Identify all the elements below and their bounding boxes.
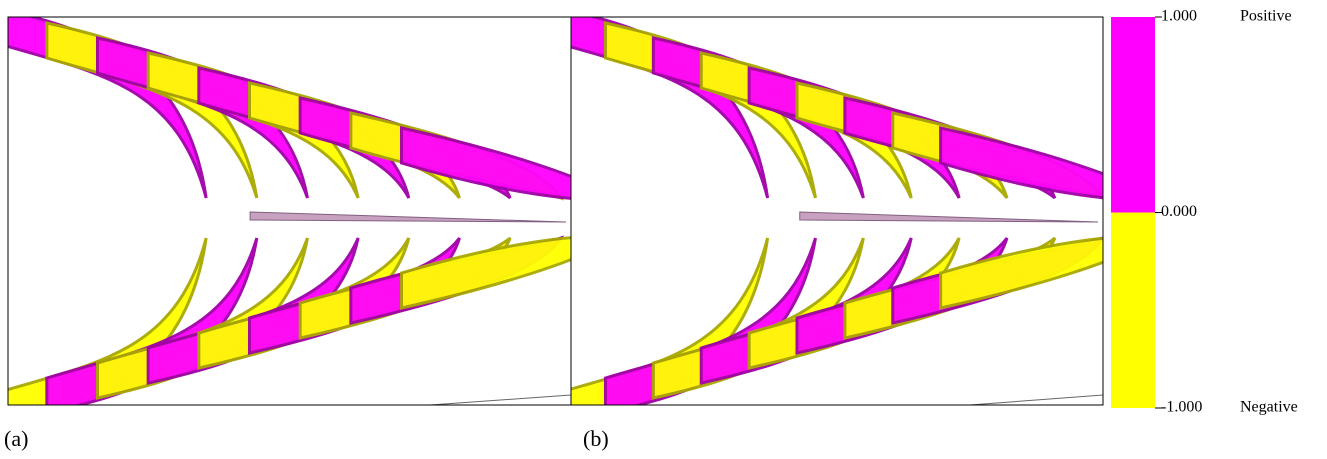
panel-label: (a) [4, 426, 28, 451]
figure: (a) (b) 1.000 0.000 -1.000 Positive Negative [0, 0, 1327, 459]
colorbar-tick-label: -1.000 [1161, 399, 1202, 416]
render-b [558, 8, 1151, 428]
render-a [0, 8, 612, 428]
panel-frame [8, 17, 571, 405]
colorbar-negative-label: Negative [1240, 399, 1298, 416]
panel-frame [571, 17, 1103, 405]
surface [402, 237, 612, 308]
colorbar-positive-label: Positive [1240, 8, 1292, 25]
colorbar-tick-label: 1.000 [1161, 8, 1197, 25]
colorbar-tick-label: 0.000 [1161, 203, 1197, 220]
colorbar-negative [1111, 213, 1155, 409]
sheet [800, 212, 1098, 222]
sheet [250, 212, 566, 222]
surface [402, 128, 612, 199]
panel-label: (b) [583, 426, 609, 451]
axis-line [970, 395, 1103, 405]
colorbar: 1.000 0.000 -1.000 Positive Negative [1111, 8, 1298, 416]
colorbar-positive [1111, 17, 1155, 213]
axis-line [430, 395, 571, 405]
